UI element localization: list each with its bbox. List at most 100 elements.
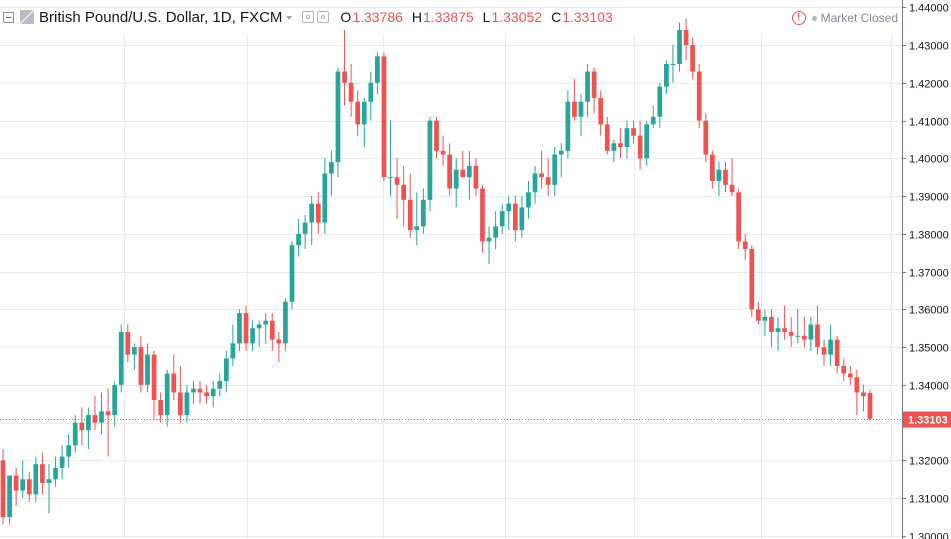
candle-body xyxy=(217,381,223,389)
candle xyxy=(131,343,137,370)
symbol-title[interactable]: British Pound/U.S. Dollar, 1D, FXCM xyxy=(39,8,283,26)
candle-body xyxy=(644,124,650,159)
candle xyxy=(434,116,439,159)
chevron-down-icon[interactable] xyxy=(286,16,293,20)
price-axis[interactable]: 1.300001.310001.320001.330001.340001.350… xyxy=(902,0,951,539)
candle-body xyxy=(322,173,328,223)
candle xyxy=(40,452,45,495)
candle xyxy=(322,158,328,234)
candle xyxy=(59,445,65,480)
candle-body xyxy=(72,422,78,446)
candle xyxy=(775,316,781,351)
candle xyxy=(755,301,761,325)
collapse-legend-icon[interactable] xyxy=(3,11,14,23)
candle xyxy=(145,343,150,393)
candle xyxy=(631,120,636,144)
candle-body xyxy=(145,354,150,385)
candle xyxy=(480,184,485,253)
candle-body xyxy=(788,332,794,336)
candle-body xyxy=(499,211,505,227)
candle-body xyxy=(375,56,380,83)
market-status-label: Market Closed xyxy=(820,11,898,25)
candle-body xyxy=(40,464,45,484)
candle-body xyxy=(158,399,164,416)
candle-body xyxy=(650,116,656,125)
candle xyxy=(795,309,801,344)
last-price-label: 1.33103 xyxy=(908,415,948,427)
candle xyxy=(86,407,91,450)
candle xyxy=(644,120,650,166)
ohlc-value: 1.33875 xyxy=(423,9,474,25)
candle xyxy=(801,316,807,348)
candle xyxy=(657,82,663,129)
candle-body xyxy=(769,316,774,333)
candle xyxy=(637,120,643,170)
eye-icon[interactable] xyxy=(302,11,315,23)
candle xyxy=(79,407,85,446)
ohlc-key: C xyxy=(551,9,562,25)
candle xyxy=(125,324,131,363)
candle-body xyxy=(716,169,722,181)
ohlc-value: 1.33103 xyxy=(562,9,613,25)
candle xyxy=(13,467,19,506)
gear-icon[interactable] xyxy=(317,11,330,23)
candle xyxy=(197,381,203,404)
candle-body xyxy=(118,332,124,385)
candle xyxy=(368,71,374,121)
candle-body xyxy=(723,169,728,185)
candle-body xyxy=(493,226,498,238)
candle xyxy=(729,158,735,197)
candle xyxy=(558,143,564,178)
candle-body xyxy=(453,169,459,189)
gridlines xyxy=(0,7,902,539)
candle-body xyxy=(480,188,485,242)
candle-body xyxy=(703,120,709,155)
candle-body xyxy=(532,173,538,193)
candle-body xyxy=(177,392,183,416)
candle xyxy=(66,433,72,468)
candle xyxy=(664,60,669,95)
candle xyxy=(361,97,367,148)
candle xyxy=(453,158,459,208)
candle-body xyxy=(46,479,52,484)
candle-body xyxy=(276,339,282,344)
y-tick-label: 1.31000 xyxy=(909,494,949,506)
candle-body xyxy=(690,45,696,72)
candle xyxy=(703,113,709,163)
candle-body xyxy=(407,199,413,231)
warning-icon[interactable]: ! xyxy=(791,11,806,25)
candle-body xyxy=(795,335,801,337)
ohlc-key: L xyxy=(482,9,491,25)
candle xyxy=(736,188,742,249)
candle xyxy=(204,384,209,404)
y-tick-label: 1.38000 xyxy=(909,230,949,242)
candle-body xyxy=(736,192,742,242)
candle-body xyxy=(696,71,702,121)
candle xyxy=(230,324,236,366)
candle-body xyxy=(657,86,663,117)
candle-body xyxy=(13,475,19,491)
candle xyxy=(223,350,229,393)
candle-body xyxy=(125,332,131,355)
candle-body xyxy=(20,479,26,491)
candle-body xyxy=(683,29,689,46)
candle xyxy=(355,90,361,136)
ohlc-key: H xyxy=(411,9,423,25)
candle-body xyxy=(808,324,814,340)
candle-body xyxy=(841,366,847,374)
candle xyxy=(210,381,216,408)
candle-body xyxy=(847,373,853,378)
candle xyxy=(769,309,774,348)
y-tick-label: 1.36000 xyxy=(909,305,949,317)
candle xyxy=(493,211,498,249)
candle xyxy=(375,52,380,95)
candle-body xyxy=(512,203,518,231)
candle xyxy=(742,233,748,261)
candle xyxy=(46,464,52,514)
candle xyxy=(486,226,492,265)
candle-body xyxy=(33,464,39,495)
candle-body xyxy=(591,71,597,98)
candle-body xyxy=(414,226,420,231)
candle xyxy=(151,350,157,419)
